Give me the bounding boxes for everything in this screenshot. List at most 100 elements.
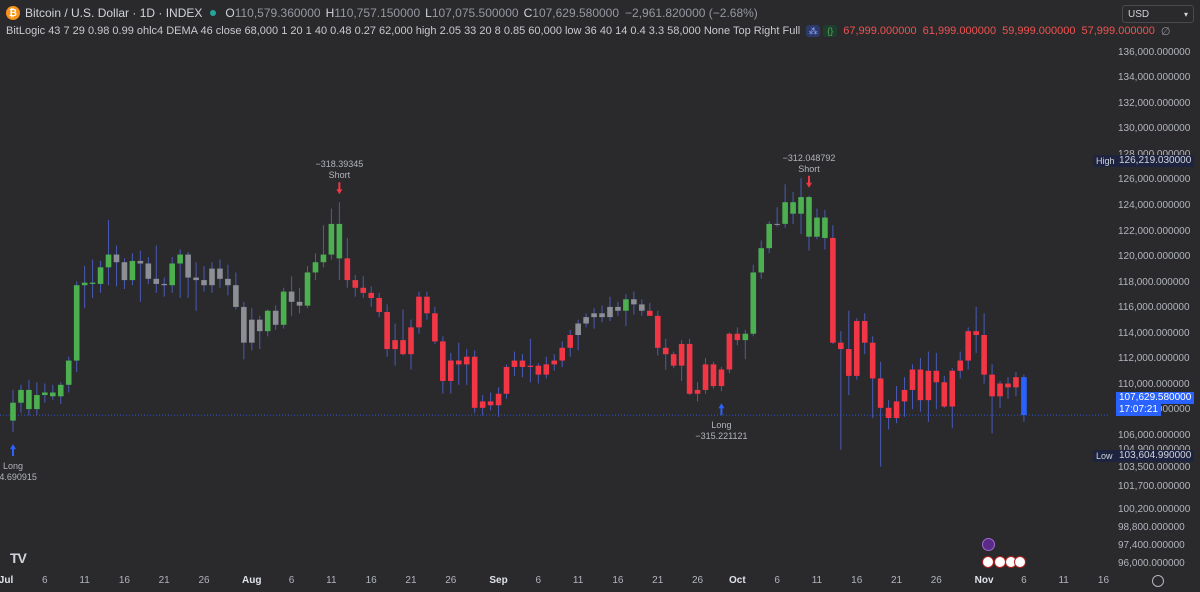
candle-body [479, 401, 486, 408]
signal-label: Long [3, 461, 23, 471]
date-tick-label: 11 [572, 575, 584, 586]
tradingview-logo[interactable]: TV [10, 550, 27, 566]
date-tick-label: Oct [728, 575, 746, 586]
candle-body [989, 374, 995, 397]
candle-body [185, 254, 191, 278]
symbol-title[interactable]: Bitcoin / U.S. Dollar · 1D · INDEX [25, 6, 203, 20]
candle-body [352, 280, 359, 288]
candle-body [583, 317, 589, 324]
candle-body [551, 360, 558, 365]
candle-body [654, 315, 661, 348]
candle-body [670, 354, 677, 366]
long-signal-arrow-icon [10, 444, 16, 457]
high-marker-label: High [1093, 155, 1118, 167]
candle-body [336, 223, 343, 259]
candle-body [917, 369, 924, 401]
low-marker-label: Low [1093, 450, 1116, 462]
candle-body [782, 202, 788, 224]
price-tick-label: 106,000.000000 [1118, 429, 1191, 441]
candle-body [591, 313, 597, 318]
candle-body [997, 383, 1003, 397]
candle-body [312, 262, 319, 273]
us-flag-event-icon[interactable] [982, 556, 994, 568]
candle-body [814, 217, 820, 237]
date-tick-label: 16 [118, 575, 130, 586]
candle-body [678, 343, 685, 366]
candle-body [455, 360, 462, 365]
candle-body [50, 392, 56, 397]
candle-body [885, 407, 892, 419]
market-status-icon [210, 10, 217, 16]
date-tick-label: 6 [288, 575, 295, 586]
candle-body [933, 370, 940, 383]
candle-body [750, 272, 757, 334]
price-tick-label: 112,000.000000 [1118, 353, 1190, 365]
candle-body [973, 331, 979, 336]
settings-icon[interactable] [1152, 575, 1164, 587]
candle-body [256, 319, 263, 332]
price-tick-label: 134,000.000000 [1118, 72, 1191, 84]
candle-body [511, 360, 518, 367]
price-tick-label: 132,000.000000 [1118, 97, 1191, 109]
candle-body [734, 333, 741, 341]
currency-select[interactable]: USD ▾ [1122, 5, 1194, 23]
event-flag-icon[interactable] [982, 538, 995, 551]
candle-body [806, 197, 812, 237]
indicator-link-icon[interactable]: ⁂ [806, 25, 821, 37]
signal-value: −318.39345 [315, 159, 363, 169]
candle-body [726, 333, 733, 370]
close-value: 107,629.580000 [532, 6, 620, 20]
candle-body [400, 340, 406, 355]
candle-body [941, 382, 948, 407]
close-label: C [523, 6, 533, 20]
candle-body [686, 343, 693, 394]
date-tick-label: 26 [198, 575, 210, 586]
candle-body [647, 310, 653, 316]
candle-body [710, 364, 717, 387]
candle-body [774, 223, 780, 225]
indicator-code-icon[interactable]: {} [823, 25, 838, 37]
date-tick-label: 6 [42, 575, 48, 586]
price-tick-label: 130,000.000000 [1118, 123, 1191, 135]
price-tick-label: 128,000.000000 [1118, 149, 1190, 160]
price-tick-label: 122,000.000000 [1118, 225, 1191, 237]
price-tick-label: 97,400.000000 [1118, 539, 1185, 551]
candle-body [42, 392, 48, 396]
price-tick-label: 136,000.000000 [1118, 46, 1191, 58]
candle-body [296, 301, 303, 306]
candle-body [217, 268, 223, 279]
candle-body [742, 333, 749, 341]
candle-body [34, 395, 40, 410]
candle-body [901, 389, 908, 402]
price-tick-label: 104,900.000000 [1118, 444, 1190, 455]
candle-body [623, 299, 629, 311]
candle-body [105, 254, 112, 268]
candle-body [615, 306, 621, 311]
candle-body [1021, 377, 1027, 416]
candle-body [137, 260, 144, 264]
date-tick-label: 26 [445, 575, 457, 586]
candle-body [957, 360, 964, 371]
candle-body [495, 393, 502, 406]
candle-body [424, 296, 430, 314]
candle-body [766, 223, 772, 249]
currency-label: USD [1128, 8, 1150, 20]
candle-body [26, 389, 32, 410]
indicator-legend: BitLogic 43 7 29 0.98 0.99 ohlc4 DEMA 46… [6, 24, 1171, 38]
candle-body [535, 365, 542, 375]
indicator-settings-text[interactable]: BitLogic 43 7 29 0.98 0.99 ohlc4 DEMA 46… [6, 25, 801, 37]
candle-body [925, 370, 932, 401]
date-tick-label: 21 [158, 575, 170, 586]
candle-body [877, 378, 884, 408]
low-marker-value: 103,604.990000 [1116, 450, 1195, 462]
date-tick-label: 26 [691, 575, 704, 586]
us-flag-event-icon[interactable] [1014, 556, 1026, 568]
candle-body [249, 319, 255, 343]
candle-body [838, 342, 844, 350]
candle-body [790, 202, 796, 214]
candle-body [65, 360, 72, 385]
candle-body [846, 349, 852, 376]
price-tick-label: 120,000.000000 [1118, 251, 1191, 263]
price-tick-label: 96,000.000000 [1118, 557, 1185, 569]
